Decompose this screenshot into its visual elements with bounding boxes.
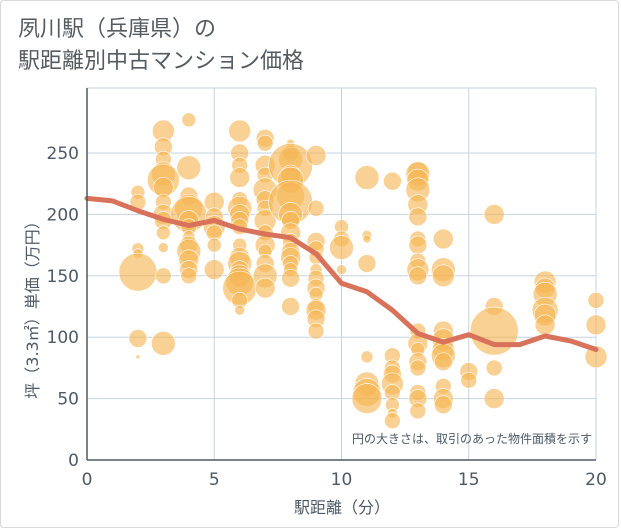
y-tick-label: 250	[47, 144, 79, 164]
y-tick-label: 100	[47, 328, 79, 348]
bubble-point	[135, 354, 141, 360]
x-tick-label: 15	[458, 470, 480, 490]
bubble-point	[176, 155, 202, 181]
bubble-point	[206, 237, 222, 253]
bubble-point	[336, 264, 347, 275]
bubble-point	[203, 259, 225, 280]
bubble-point	[357, 254, 377, 273]
bubble-point	[229, 167, 250, 188]
bubble-point	[585, 314, 607, 336]
axes	[86, 88, 596, 461]
bubble-point	[254, 277, 276, 299]
x-axis-title: 駅距離（分）	[294, 498, 390, 517]
bubble-point	[408, 235, 428, 255]
x-tick-label: 5	[209, 470, 220, 490]
bubble-point	[281, 268, 300, 288]
x-tick-label: 0	[82, 470, 93, 490]
bubble-point	[433, 352, 453, 372]
bubble-point	[151, 331, 176, 356]
bubble-point	[234, 304, 245, 316]
bubble-point	[534, 314, 556, 336]
bubble-point	[181, 112, 197, 128]
bubble-point	[362, 234, 372, 244]
y-tick-label: 50	[57, 390, 79, 410]
bubble-size-note: 円の大きさは、取引のあった物件面積を示す	[352, 431, 592, 446]
bubble-point	[360, 350, 374, 364]
bubble-point	[281, 297, 300, 316]
bubble-point	[483, 204, 505, 225]
bubble-point	[256, 134, 274, 152]
bubble-point	[383, 171, 402, 191]
bubble-point	[433, 395, 453, 415]
chart-title-line-2: 駅距離別中古マンション価格	[18, 49, 305, 74]
bubble-point	[156, 225, 171, 241]
bubble-point	[432, 228, 454, 250]
bubble-point	[408, 266, 428, 286]
bubble-point	[587, 292, 605, 309]
bubble-point	[305, 145, 327, 166]
x-tick-label: 10	[331, 470, 353, 490]
bubble-point	[384, 412, 401, 430]
chart-title: 夙川駅（兵庫県）の 駅距離別中古マンション価格	[18, 14, 304, 78]
bubble-series	[118, 112, 608, 430]
bubble-point	[307, 322, 325, 340]
y-tick-label: 200	[47, 205, 79, 225]
bubble-point	[155, 267, 172, 285]
bubble-point	[351, 383, 383, 414]
bubble-point	[409, 402, 427, 420]
bubble-point	[483, 388, 505, 409]
bubble-point	[409, 359, 427, 377]
x-tick-label: 20	[585, 470, 607, 490]
bubble-point	[329, 235, 354, 260]
y-axis-title: 坪（3.3㎡）単価（万円）	[23, 213, 42, 398]
chart-title-line-1: 夙川駅（兵庫県）の	[18, 17, 217, 42]
bubble-point	[128, 329, 148, 348]
bubble-point	[180, 267, 198, 285]
bubble-point	[228, 119, 251, 143]
y-tick-label: 0	[68, 451, 79, 471]
bubble-point	[354, 165, 380, 190]
bubble-point	[118, 252, 158, 292]
bubble-point	[460, 371, 478, 389]
bubble-point	[584, 345, 608, 369]
bubble-point	[307, 199, 325, 217]
bubble-point	[158, 242, 169, 253]
bubble-point	[431, 264, 455, 288]
bubble-point	[408, 207, 428, 227]
bubble-point	[469, 306, 519, 356]
bubble-point	[485, 359, 503, 377]
y-tick-label: 150	[47, 267, 79, 287]
average-price-line	[84, 195, 599, 352]
